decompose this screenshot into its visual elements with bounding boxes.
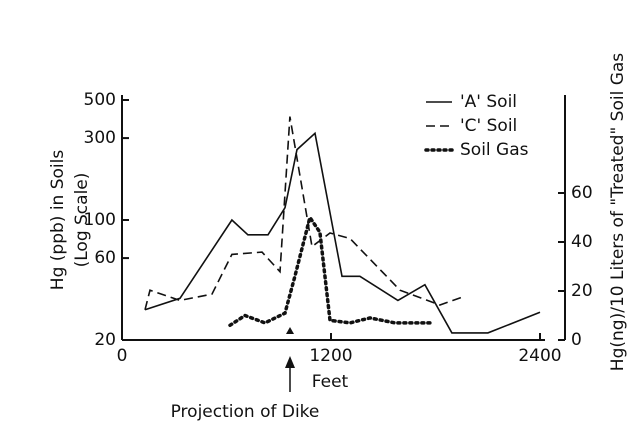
dike-marker [286, 327, 294, 334]
y-axis-sublabel: (Log Scale) [72, 173, 92, 268]
annotation: Projection of Dike [171, 402, 320, 422]
y2-tick-label: 20 [571, 281, 593, 301]
y-tick-label: 500 [84, 90, 116, 110]
legend-label: 'C' Soil [460, 116, 517, 136]
legend-label: Soil Gas [460, 140, 529, 160]
annotation-arrowhead [285, 356, 295, 368]
y2-tick-label: 40 [571, 232, 593, 252]
y2-tick-label: 0 [571, 330, 582, 350]
y2-tick-label: 60 [571, 183, 593, 203]
x-tick-label: 1200 [309, 346, 352, 366]
series-line [144, 131, 541, 334]
y-tick-label: 60 [94, 248, 116, 268]
x-tick-label: 2400 [518, 346, 561, 366]
legend-label: 'A' Soil [460, 92, 517, 112]
y-tick-label: 100 [84, 210, 116, 230]
x-axis-label: Feet [312, 372, 349, 392]
y-tick-label: 300 [84, 128, 116, 148]
y-tick-label: 20 [94, 330, 116, 350]
series-line [144, 116, 466, 310]
x-tick-label: 0 [117, 346, 128, 366]
series-line [228, 213, 432, 328]
y2-axis-label: Hg(ng)/10 Liters of "Treated" Soil Gas [608, 53, 628, 371]
y-axis-label: Hg (ppb) in Soils [48, 150, 68, 291]
